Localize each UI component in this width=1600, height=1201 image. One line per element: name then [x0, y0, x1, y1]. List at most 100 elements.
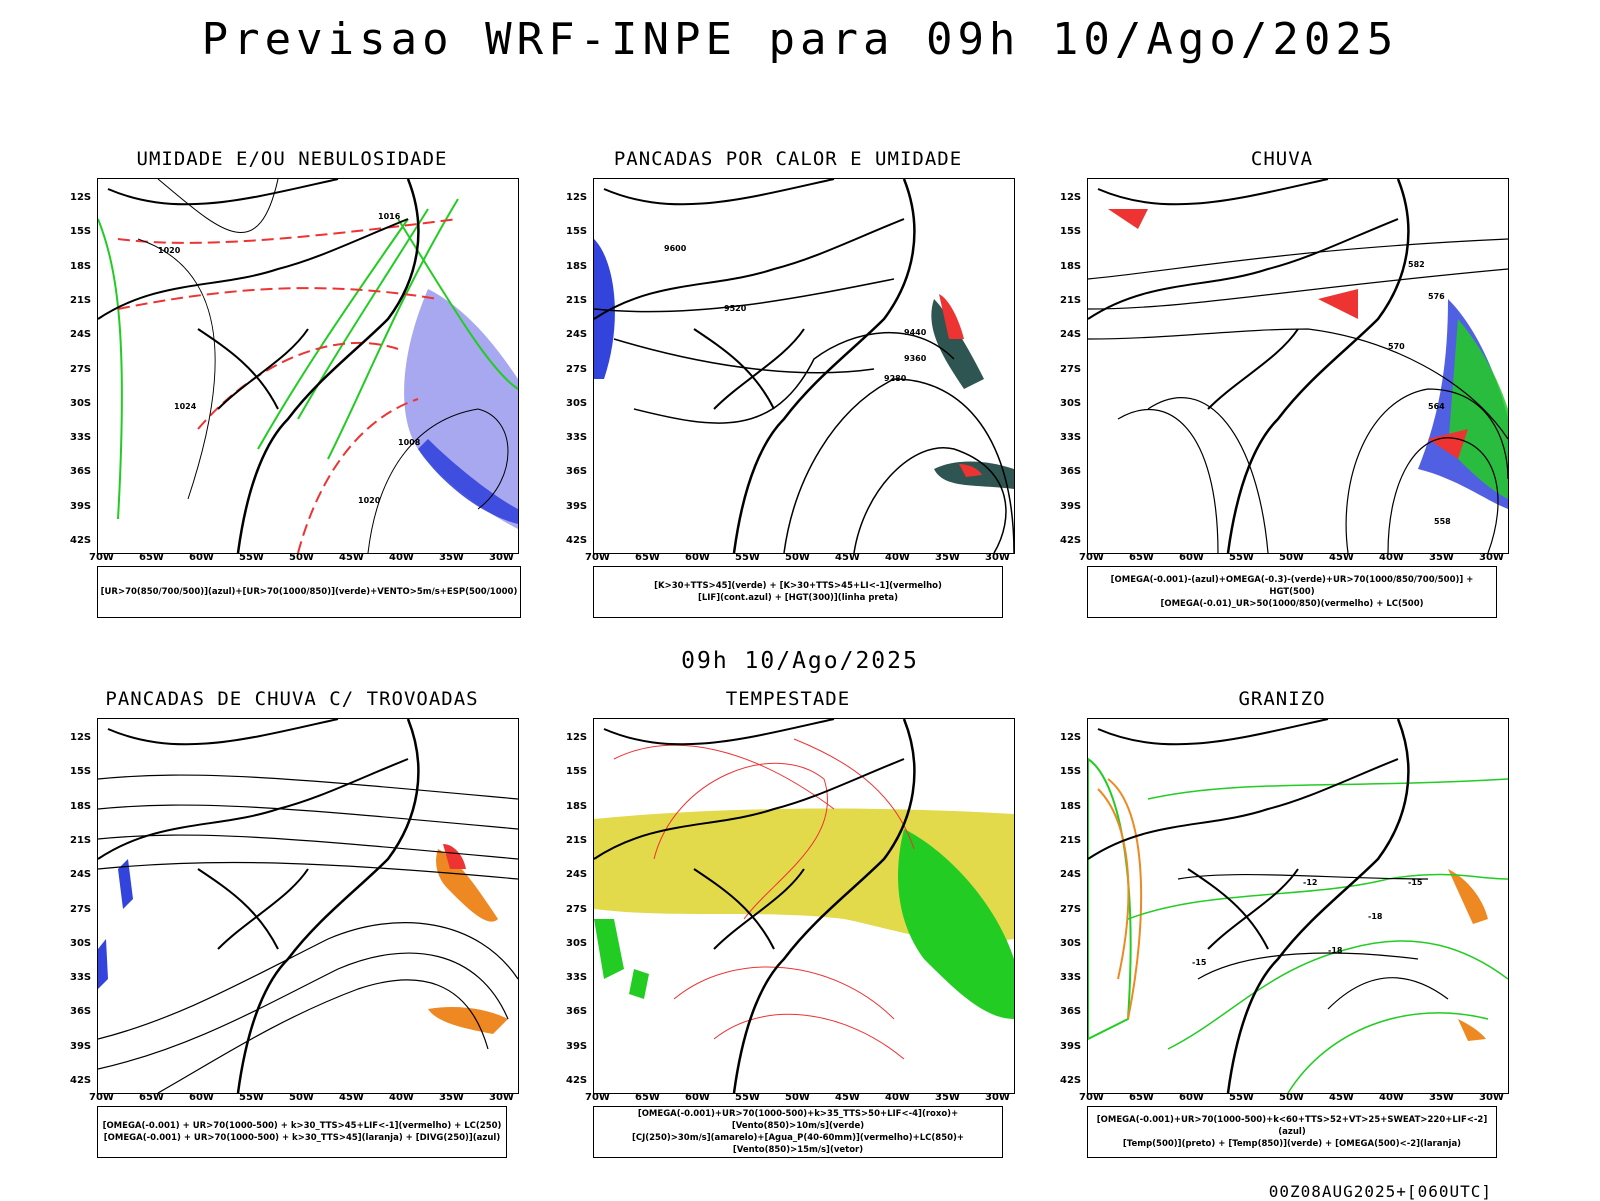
lon-label: 30W — [489, 552, 514, 563]
lat-label: 24S — [566, 329, 588, 341]
lat-label: 27S — [566, 903, 588, 915]
lat-label: 36S — [1060, 466, 1082, 478]
lat-label: 33S — [70, 972, 92, 984]
lon-label: 45W — [835, 1092, 860, 1103]
lon-label: 35W — [439, 552, 464, 563]
lat-label: 12S — [70, 732, 92, 743]
lon-label: 65W — [1129, 552, 1154, 563]
lon-label: 50W — [785, 1092, 810, 1103]
lat-label: 33S — [566, 432, 588, 444]
lon-label: 65W — [1129, 1092, 1154, 1103]
lat-label: 36S — [566, 466, 588, 478]
lat-label: 30S — [70, 937, 92, 949]
lat-label: 42S — [1060, 535, 1082, 546]
contour-label: 9440 — [904, 328, 927, 337]
subtitle: 09h 10/Ago/2025 — [681, 648, 919, 674]
lat-label: 15S — [1060, 226, 1082, 238]
lon-label: 55W — [1229, 1092, 1254, 1103]
lat-label: 24S — [566, 869, 588, 881]
lat-label: 12S — [1060, 732, 1082, 743]
contour-label: -15 — [1408, 878, 1423, 887]
lon-label: 40W — [885, 552, 910, 563]
lat-label: 33S — [566, 972, 588, 984]
lon-label: 70W — [1079, 552, 1104, 563]
lat-label: 21S — [70, 834, 92, 846]
contour-label: 9520 — [724, 304, 747, 313]
map-tempestade — [593, 718, 1015, 1094]
lon-label: 65W — [139, 1092, 164, 1103]
panel-chuva: CHUVA 582 576 570 564 558 [OMEGA(-0.001)… — [1042, 148, 1522, 648]
contour-label: 1020 — [358, 496, 381, 505]
lon-label: 65W — [635, 1092, 660, 1103]
contour-label: 9600 — [664, 244, 687, 253]
legend-granizo: [OMEGA(-0.001)+UR>70(1000-500)+k<60+TTS>… — [1087, 1106, 1497, 1158]
panel-title: TEMPESTADE — [725, 688, 851, 710]
lat-label: 39S — [70, 1040, 92, 1052]
lat-label: 33S — [1060, 972, 1082, 984]
contour-label: 1008 — [398, 438, 421, 447]
lat-label: 27S — [70, 903, 92, 915]
lat-label: 18S — [70, 260, 92, 272]
lat-label: 36S — [70, 466, 92, 478]
lon-label: 45W — [1329, 552, 1354, 563]
contour-label: 582 — [1408, 260, 1425, 269]
lat-label: 39S — [1060, 500, 1082, 512]
contour-label: 9280 — [884, 374, 907, 383]
legend-line: [OMEGA(-0.01)_UR>50(1000/850)(vermelho) … — [1160, 599, 1424, 609]
lon-label: 60W — [1179, 552, 1204, 563]
panel-tempestade: TEMPESTADE [OMEGA(-0.001)+UR>70(1000-500… — [548, 688, 1028, 1188]
lon-label: 70W — [1079, 1092, 1104, 1103]
lon-label: 55W — [1229, 552, 1254, 563]
lat-label: 42S — [566, 535, 588, 546]
lon-label: 45W — [339, 1092, 364, 1103]
lon-label: 60W — [685, 1092, 710, 1103]
lon-label: 70W — [585, 552, 610, 563]
lon-label: 50W — [289, 1092, 314, 1103]
map-pancadas-calor: 9600 9520 9440 9360 9280 — [593, 178, 1015, 554]
lon-label: 30W — [1479, 1092, 1504, 1103]
contour-label: 1020 — [158, 246, 181, 255]
lat-label: 12S — [70, 192, 92, 203]
contour-label: -18 — [1368, 912, 1383, 921]
lat-label: 21S — [566, 294, 588, 306]
panel-title: PANCADAS DE CHUVA C/ TROVOADAS — [105, 688, 479, 710]
panel-title: PANCADAS POR CALOR E UMIDADE — [613, 148, 963, 170]
lat-label: 42S — [566, 1075, 588, 1086]
lon-label: 70W — [585, 1092, 610, 1103]
lat-label: 42S — [1060, 1075, 1082, 1086]
panel-umidade: UMIDADE E/OU NEBULOSIDADE 1008 1020 1016 — [52, 148, 532, 648]
map-chuva: 582 576 570 564 558 — [1087, 178, 1509, 554]
panel-title: UMIDADE E/OU NEBULOSIDADE — [136, 148, 448, 170]
map-chuva-svg: 582 576 570 564 558 — [1088, 179, 1508, 553]
lon-label: 40W — [389, 552, 414, 563]
lon-label: 45W — [339, 552, 364, 563]
map-pancadas-trovoadas-svg — [98, 719, 518, 1093]
lat-label: 18S — [1060, 800, 1082, 812]
lat-label: 18S — [1060, 260, 1082, 272]
lat-label: 42S — [70, 1075, 92, 1086]
lat-label: 15S — [70, 226, 92, 238]
lon-label: 35W — [1429, 1092, 1454, 1103]
lon-label: 45W — [835, 552, 860, 563]
map-pancadas-calor-svg: 9600 9520 9440 9360 9280 — [594, 179, 1014, 553]
map-umidade-svg: 1008 1020 1016 1020 1024 — [98, 179, 518, 553]
lat-label: 12S — [566, 192, 588, 203]
contour-label: -18 — [1328, 946, 1343, 955]
lon-label: 70W — [89, 552, 114, 563]
lon-label: 55W — [735, 1092, 760, 1103]
lon-label: 55W — [735, 552, 760, 563]
legend-line: [OMEGA(-0.001) + UR>70(1000-500) + k>30_… — [102, 1121, 502, 1131]
lat-label: 15S — [566, 766, 588, 778]
lon-label: 30W — [489, 1092, 514, 1103]
lon-label: 35W — [935, 1092, 960, 1103]
main-title: Previsao WRF-INPE para 09h 10/Ago/2025 — [201, 14, 1399, 65]
legend-line: [Temp(500)](preto) + [Temp(850)](verde) … — [1122, 1139, 1462, 1149]
legend-line: [OMEGA(-0.001)-(azul)+OMEGA(-0.3)-(verde… — [1110, 575, 1474, 597]
lon-label: 55W — [239, 1092, 264, 1103]
map-umidade: 1008 1020 1016 1020 1024 — [97, 178, 519, 554]
lat-label: 21S — [70, 294, 92, 306]
lat-label: 18S — [70, 800, 92, 812]
contour-label: 564 — [1428, 402, 1445, 411]
lon-label: 65W — [635, 552, 660, 563]
lat-label: 27S — [566, 363, 588, 375]
